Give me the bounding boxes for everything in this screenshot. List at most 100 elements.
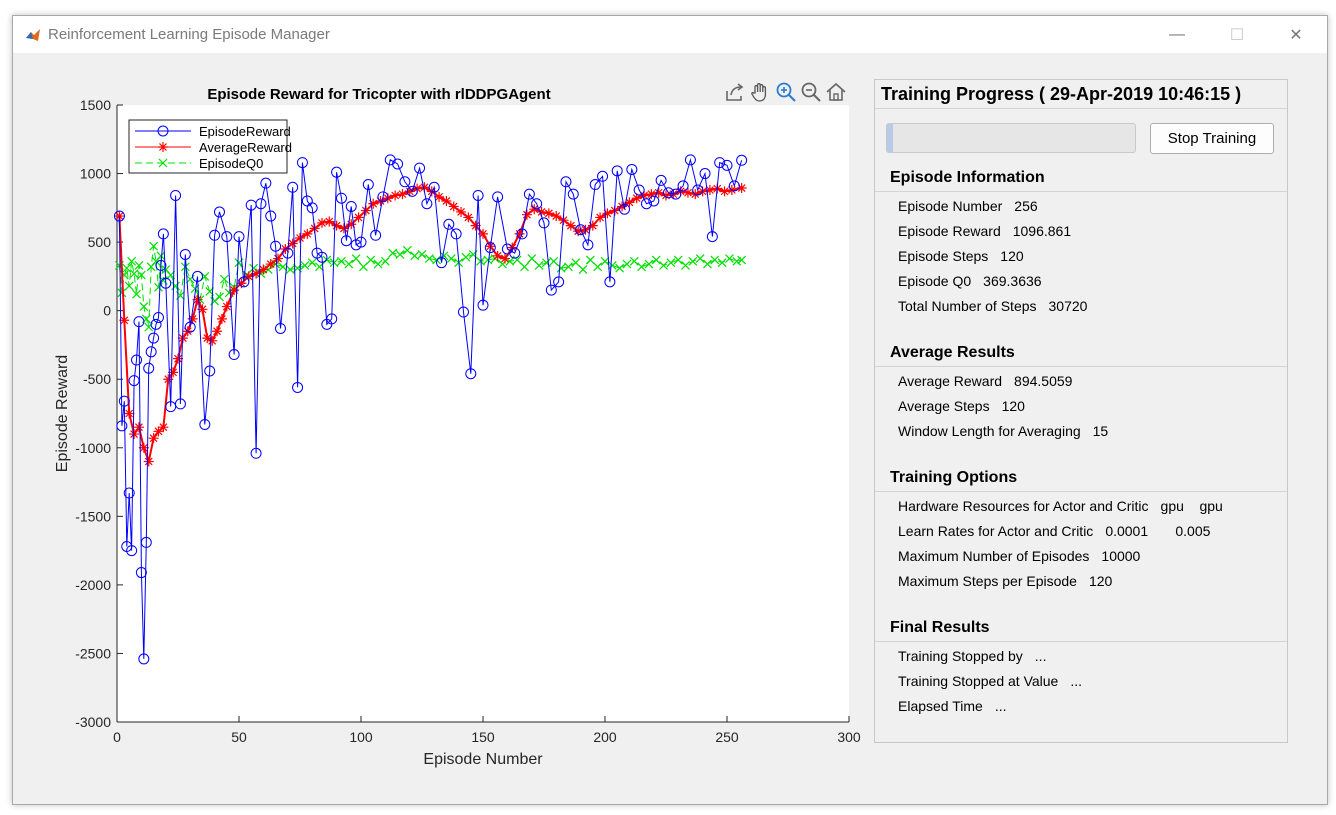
data-point-averagereward — [543, 208, 554, 219]
data-point-episodereward — [131, 354, 143, 366]
y-tick-label: 1000 — [80, 166, 111, 182]
data-point-episodereward — [736, 154, 748, 166]
data-point-episodeq0 — [563, 262, 573, 272]
data-point-episodeq0 — [659, 260, 668, 270]
data-point-averagereward — [133, 422, 144, 433]
window-title: Reinforcement Learning Episode Manager — [48, 26, 330, 43]
data-point-episodeq0 — [461, 252, 471, 262]
info-label: Training Stopped by — [898, 648, 1023, 664]
info-value: ... — [994, 698, 1007, 714]
data-point-episodeq0 — [129, 269, 139, 279]
info-row: Hardware Resources for Actor and Critic g… — [898, 498, 1223, 514]
data-point-episodeq0 — [344, 259, 354, 269]
divider — [875, 108, 1287, 109]
home-icon[interactable] — [825, 81, 847, 103]
training-progress-bar — [886, 123, 1136, 153]
maximize-button[interactable]: ☐ — [1214, 20, 1260, 50]
info-row: Average Reward 894.5059 — [898, 373, 1072, 389]
data-point-averagereward — [316, 217, 327, 228]
info-row: Episode Steps 120 — [898, 248, 1024, 264]
x-tick-label: 50 — [231, 729, 247, 745]
data-point-averagereward — [119, 315, 130, 326]
data-point-episodereward — [626, 163, 638, 175]
data-point-episodereward — [677, 180, 689, 192]
data-point-episodeq0 — [122, 263, 132, 273]
data-point-averagereward — [258, 264, 269, 275]
data-point-episodereward — [589, 179, 601, 191]
zoom-out-icon[interactable] — [800, 81, 822, 103]
legend-box — [128, 119, 288, 174]
data-point-episodereward — [377, 191, 389, 203]
info-value: 10000 — [1101, 548, 1141, 564]
data-point-episodeq0 — [615, 263, 625, 273]
data-point-episodereward — [553, 276, 565, 288]
close-icon: ✕ — [1289, 27, 1303, 44]
info-value: 894.5059 — [1014, 373, 1073, 389]
minimize-button[interactable]: — — [1154, 20, 1200, 50]
data-point-episodereward — [560, 176, 572, 188]
data-point-episodereward — [414, 162, 426, 174]
data-point-episodereward — [655, 174, 667, 186]
y-tick-label: -2000 — [75, 577, 111, 593]
data-point-episodereward — [123, 487, 135, 499]
data-point-episodeq0 — [556, 263, 566, 273]
data-point-episodeq0 — [725, 254, 734, 263]
pan-icon[interactable] — [749, 81, 771, 103]
data-point-episodereward — [270, 240, 282, 252]
data-point-averagereward — [243, 271, 254, 282]
reward-chart[interactable]: 0 50 100 150 200 250 300 1500 1000 500 0 -500 -1000 -… — [13, 53, 863, 803]
data-point-episodereward — [292, 381, 304, 393]
data-point-episodereward — [370, 229, 382, 241]
data-point-episodereward — [531, 198, 543, 210]
data-point-episodereward — [204, 365, 216, 377]
data-point-episodereward — [516, 228, 528, 240]
data-point-averagereward — [521, 209, 532, 220]
info-value: ... — [1070, 673, 1083, 689]
data-point-episodereward — [170, 189, 182, 201]
data-point-episodereward — [392, 158, 404, 170]
data-point-episodereward — [492, 191, 504, 203]
info-value: 15 — [1092, 423, 1109, 439]
stop-training-button[interactable]: Stop Training — [1150, 123, 1274, 154]
data-point-episodeq0 — [156, 251, 166, 261]
data-point-episodereward — [406, 185, 418, 197]
data-point-episodeq0 — [600, 256, 610, 266]
info-row: Episode Q0 369.3636 — [898, 273, 1042, 289]
info-row: Maximum Steps per Episode 120 — [898, 573, 1112, 589]
data-point-averagereward — [529, 204, 540, 215]
divider — [875, 491, 1287, 492]
data-point-episodeq0 — [300, 260, 310, 270]
data-point-episodeq0 — [446, 254, 456, 263]
close-button[interactable]: ✕ — [1273, 20, 1319, 50]
zoom-in-icon[interactable] — [775, 81, 797, 103]
data-point-episodeq0 — [717, 258, 727, 268]
data-point-episodereward — [326, 313, 338, 325]
data-point-episodereward — [160, 277, 172, 289]
data-point-episodereward — [457, 306, 469, 318]
maximize-icon: ☐ — [1229, 27, 1245, 44]
final-results-title: Final Results — [890, 619, 990, 636]
data-point-averagereward — [624, 197, 635, 208]
export-icon[interactable] — [724, 81, 746, 103]
data-point-episodeq0 — [593, 262, 603, 272]
y-tick-label: 500 — [88, 234, 112, 250]
y-tick-label: -500 — [83, 371, 111, 387]
data-point-averagereward — [124, 408, 135, 419]
data-point-episodereward — [699, 168, 711, 180]
data-point-episodeq0 — [585, 255, 595, 265]
data-point-averagereward — [463, 212, 474, 223]
data-point-episodereward — [399, 176, 411, 188]
plot-background — [117, 105, 849, 722]
data-point-episodereward — [331, 166, 343, 178]
data-point-averagereward — [602, 208, 613, 219]
data-point-episodereward — [567, 188, 579, 200]
legend-marker — [158, 158, 168, 168]
data-point-averagereward — [353, 212, 364, 223]
x-tick-label: 150 — [471, 729, 495, 745]
panel-title: Training Progress ( 29-Apr-2019 10:46:15… — [881, 84, 1242, 104]
data-point-episodereward — [728, 180, 740, 192]
data-point-episodeq0 — [351, 254, 361, 263]
info-label: Learn Rates for Actor and Critic — [898, 523, 1094, 539]
data-point-averagereward — [202, 333, 213, 344]
data-point-episodereward — [199, 418, 211, 430]
